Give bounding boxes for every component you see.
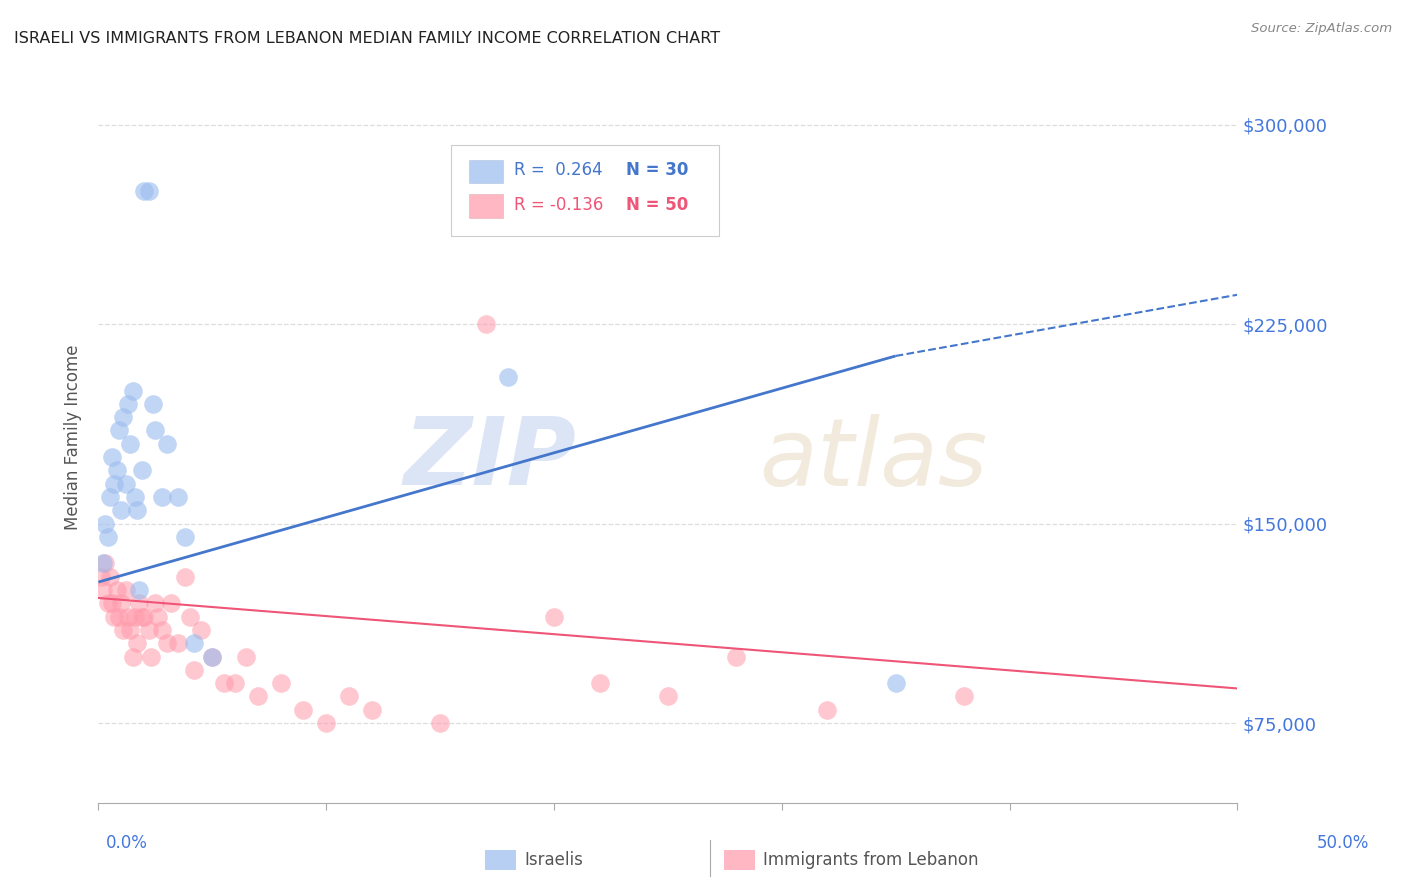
Point: [139, 649, 162, 664]
Point: [117, 609, 139, 624]
Text: 0.0%: 0.0%: [105, 834, 148, 852]
Point: [156, 636, 179, 650]
Point: [270, 676, 292, 690]
Point: [212, 676, 235, 690]
Point: [190, 623, 212, 637]
Point: [120, 436, 142, 450]
Point: [117, 397, 139, 411]
Point: [101, 450, 124, 464]
Point: [474, 317, 496, 331]
Point: [94, 557, 117, 571]
Point: [657, 690, 679, 704]
Point: [112, 410, 135, 425]
Point: [94, 516, 117, 531]
Point: [179, 609, 201, 624]
Point: [183, 663, 205, 677]
Point: [127, 636, 149, 650]
Text: R = -0.136: R = -0.136: [515, 196, 603, 214]
Point: [315, 716, 337, 731]
Point: [138, 623, 160, 637]
Point: [105, 463, 128, 477]
Point: [103, 476, 125, 491]
Point: [131, 463, 153, 477]
Point: [96, 596, 118, 610]
Point: [588, 676, 610, 690]
Text: atlas: atlas: [759, 414, 987, 505]
Point: [337, 690, 360, 704]
Point: [114, 582, 136, 597]
Point: [498, 370, 520, 384]
Point: [160, 596, 183, 610]
Point: [91, 582, 114, 597]
Point: [235, 649, 257, 664]
Point: [128, 596, 150, 610]
Point: [103, 609, 125, 624]
Point: [96, 530, 118, 544]
Point: [90, 570, 112, 584]
Point: [124, 490, 146, 504]
Point: [108, 609, 131, 624]
Point: [150, 490, 173, 504]
Point: [101, 596, 124, 610]
Point: [292, 703, 315, 717]
Point: [98, 570, 121, 584]
Point: [429, 716, 451, 731]
Point: [108, 424, 131, 438]
Point: [201, 649, 224, 664]
Text: R =  0.264: R = 0.264: [515, 161, 603, 179]
Point: [183, 636, 205, 650]
Point: [201, 649, 224, 664]
Text: ZIP: ZIP: [404, 413, 576, 505]
FancyBboxPatch shape: [451, 145, 718, 235]
Text: Source: ZipAtlas.com: Source: ZipAtlas.com: [1251, 22, 1392, 36]
Point: [127, 503, 149, 517]
Text: N = 30: N = 30: [626, 161, 688, 179]
Point: [131, 609, 153, 624]
Text: Immigrants from Lebanon: Immigrants from Lebanon: [763, 851, 979, 869]
Point: [725, 649, 748, 664]
Point: [145, 424, 167, 438]
Text: 50.0%: 50.0%: [1316, 834, 1369, 852]
Point: [91, 557, 114, 571]
Point: [150, 623, 173, 637]
Point: [815, 703, 838, 717]
Point: [145, 596, 167, 610]
Point: [121, 384, 143, 398]
Point: [167, 636, 190, 650]
Point: [156, 436, 179, 450]
Text: N = 50: N = 50: [626, 196, 688, 214]
Point: [114, 476, 136, 491]
Point: [246, 690, 269, 704]
Point: [110, 596, 132, 610]
Point: [121, 649, 143, 664]
Point: [224, 676, 246, 690]
Point: [138, 184, 160, 198]
Y-axis label: Median Family Income: Median Family Income: [65, 344, 83, 530]
Point: [146, 609, 169, 624]
Point: [174, 530, 197, 544]
Point: [142, 397, 165, 411]
Point: [174, 570, 197, 584]
Point: [360, 703, 382, 717]
Point: [120, 623, 142, 637]
Point: [110, 503, 132, 517]
Point: [128, 582, 150, 597]
FancyBboxPatch shape: [468, 194, 503, 218]
Point: [167, 490, 190, 504]
Point: [884, 676, 907, 690]
Point: [112, 623, 135, 637]
Point: [953, 690, 976, 704]
Point: [124, 609, 146, 624]
FancyBboxPatch shape: [468, 160, 503, 183]
Text: Israelis: Israelis: [524, 851, 583, 869]
Point: [105, 582, 128, 597]
Point: [98, 490, 121, 504]
Text: ISRAELI VS IMMIGRANTS FROM LEBANON MEDIAN FAMILY INCOME CORRELATION CHART: ISRAELI VS IMMIGRANTS FROM LEBANON MEDIA…: [14, 31, 720, 46]
Point: [132, 184, 155, 198]
Point: [132, 609, 155, 624]
Point: [543, 609, 565, 624]
